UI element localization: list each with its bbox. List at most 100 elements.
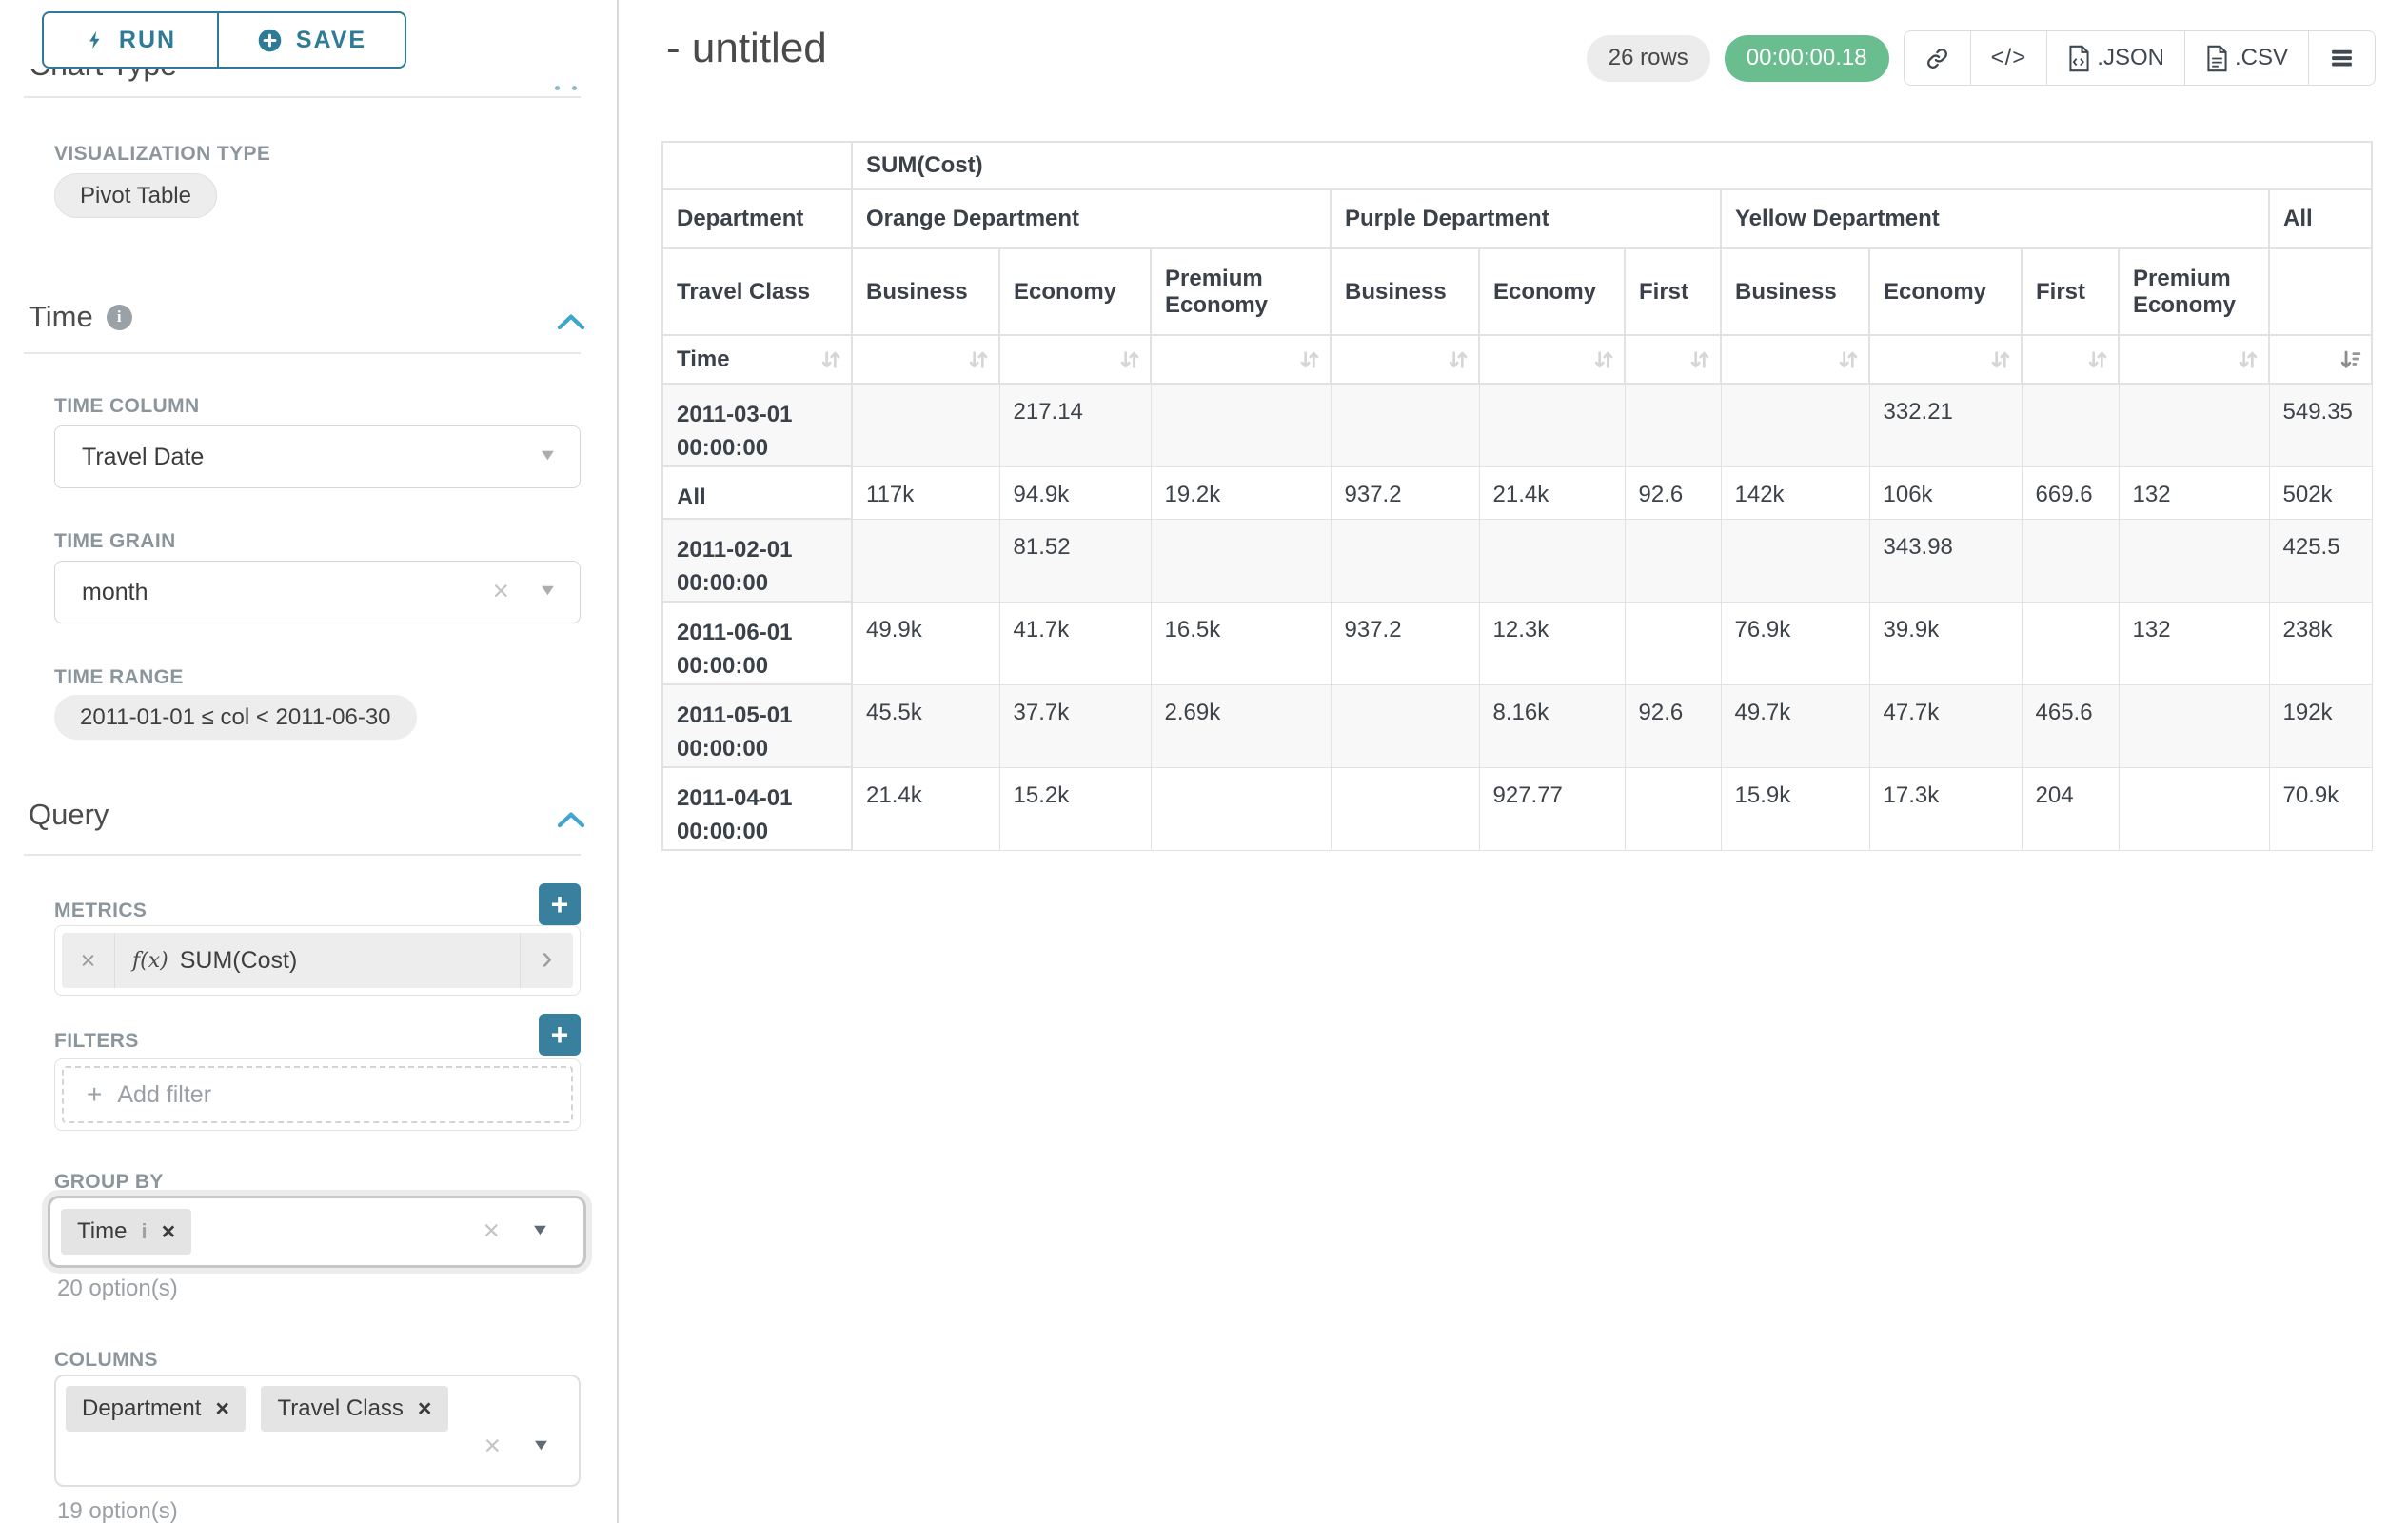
row-header: 2011-02-01 00:00:00 [661,518,853,603]
row-header: 2011-05-01 00:00:00 [661,683,853,768]
group-by-select[interactable]: Time i × × ▼ [48,1196,586,1268]
sort-icon[interactable] [1591,347,1616,372]
table-cell: 12.3k [1478,601,1626,685]
chevron-down-icon[interactable]: ▼ [529,1221,551,1239]
table-cell: 669.6 [2021,465,2120,520]
table-cell: 15.2k [998,766,1152,851]
sort-cell [851,334,1000,385]
table-cell [1720,518,1870,603]
sort-icon[interactable] [1988,347,2013,372]
sort-icon[interactable] [966,347,991,372]
table-cell [1720,383,1870,467]
chevron-down-icon[interactable]: ▼ [537,582,559,600]
export-button-group: </> .JSON .CSV [1903,30,2376,86]
sort-icon[interactable] [1446,347,1470,372]
department-group-header: Orange Department [851,188,1332,249]
chevron-down-icon[interactable]: ▼ [537,446,559,465]
sort-icon[interactable] [1117,347,1142,372]
more-options-button[interactable] [2308,31,2375,85]
table-cell [1624,766,1722,851]
save-button[interactable]: SAVE [218,11,406,69]
table-cell [2118,683,2270,768]
group-by-chip-time[interactable]: Time i × [61,1209,192,1255]
section-divider [24,854,581,856]
clear-icon[interactable]: × [484,1430,501,1462]
table-cell: 142k [1720,465,1870,520]
table-cell: 192k [2268,683,2373,768]
add-filter-button[interactable]: + Add filter [62,1066,573,1123]
travel-class-header: Business [851,247,1000,336]
columns-chip-travel-class[interactable]: Travel Class × [261,1386,448,1432]
row-header: 2011-06-01 00:00:00 [661,601,853,685]
table-cell [2021,518,2120,603]
sort-icon[interactable] [819,347,843,372]
clear-icon[interactable]: × [492,575,509,607]
chevron-down-icon[interactable]: ▼ [530,1436,552,1454]
table-cell: 70.9k [2268,766,2373,851]
time-range-label: TIME RANGE [54,666,184,688]
sort-icon[interactable] [2339,347,2363,372]
query-section-header: Query [29,798,109,832]
sort-icon[interactable] [1297,347,1322,372]
section-divider [24,96,581,98]
expand-metric-icon[interactable]: › [520,933,573,988]
query-timer-badge: 00:00:00.18 [1724,34,1889,82]
columns-select[interactable]: Department × Travel Class × × ▼ [54,1375,581,1487]
metric-pill[interactable]: × f(x) SUM(Cost) › [62,933,573,988]
sort-icon[interactable] [1688,347,1712,372]
sort-cell [2021,334,2120,385]
time-range-pill[interactable]: 2011-01-01 ≤ col < 2011-06-30 [54,695,417,740]
row-count-badge: 26 rows [1586,34,1710,82]
table-row: 2011-06-01 00:00:00 49.9k 41.7k 16.5k 937.2 1… [661,601,2373,685]
columns-chip-department[interactable]: Department × [66,1386,246,1432]
sort-cell [1868,334,2023,385]
viz-type-pill[interactable]: Pivot Table [54,173,217,218]
view-query-button[interactable]: </> [1969,31,2047,85]
table-cell: 2.69k [1150,683,1332,768]
table-cell [2118,518,2270,603]
table-cell [2118,383,2270,467]
sort-icon[interactable] [2085,347,2110,372]
table-cell [1330,766,1480,851]
table-cell: 92.6 [1624,683,1722,768]
remove-metric-icon[interactable]: × [62,933,115,988]
csv-button-label: .CSV [2234,45,2288,70]
copy-link-button[interactable] [1905,31,1970,85]
remove-chip-icon[interactable]: × [417,1394,432,1422]
table-row: 2011-02-01 00:00:00 81.52 343.98 425.5 [661,518,2373,603]
sort-icon[interactable] [1836,347,1861,372]
time-column-select[interactable]: Travel Date ▼ [54,425,581,488]
table-cell: 17.3k [1868,766,2023,851]
remove-chip-icon[interactable]: × [215,1394,229,1422]
table-cell: 217.14 [998,383,1152,467]
time-grain-select[interactable]: month × ▼ [54,561,581,623]
table-cell: 47.7k [1868,683,2023,768]
table-cell [1150,518,1332,603]
add-filter-plus-button[interactable]: + [539,1014,581,1056]
collapse-query-icon[interactable] [556,810,586,829]
remove-chip-icon[interactable]: × [161,1217,176,1245]
code-icon: </> [1990,45,2027,70]
time-section-title: Time [29,300,93,333]
chart-title[interactable]: - untitled [666,25,827,71]
add-metric-button[interactable]: + [539,883,581,925]
travel-class-header: Business [1720,247,1870,336]
export-json-button[interactable]: .JSON [2046,31,2184,85]
travel-class-header [2268,247,2373,336]
table-row: 2011-04-01 00:00:00 21.4k 15.2k 927.77 15.9k… [661,766,2373,851]
export-csv-button[interactable]: .CSV [2183,31,2308,85]
table-cell: 41.7k [998,601,1152,685]
table-cell: 238k [2268,601,2373,685]
travel-class-header: Premium Economy [1150,247,1332,336]
clear-icon[interactable]: × [483,1215,500,1247]
table-cell [1150,383,1332,467]
metric-header-row: SUM(Cost) [661,141,2373,190]
sort-icon[interactable] [2236,347,2260,372]
table-cell [2021,383,2120,467]
table-cell: 937.2 [1330,601,1480,685]
table-cell [1624,383,1722,467]
sort-cell [2118,334,2270,385]
collapse-time-icon[interactable] [556,312,586,331]
run-button[interactable]: RUN [42,11,218,69]
table-cell: 49.7k [1720,683,1870,768]
